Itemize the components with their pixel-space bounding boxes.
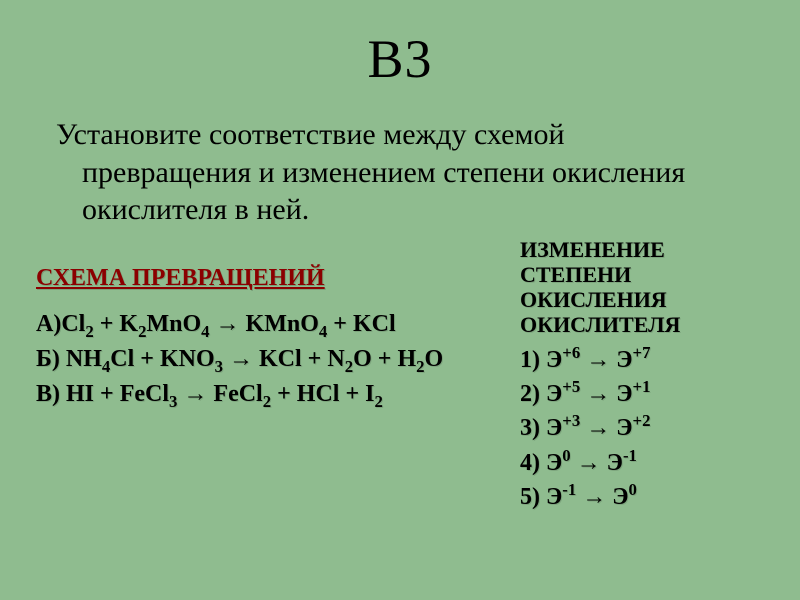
answer-item-5: 5) Э-1 → Э0 [520, 479, 780, 513]
arrow: → [577, 450, 601, 476]
ans-num: 3) [520, 415, 546, 441]
content-columns: СХЕМА ПРЕВРАЩЕНИЙ А)Cl2 + K2MnO4 → KMnO4… [0, 237, 800, 514]
tok-plus: + [134, 346, 160, 372]
tok-cl: Cl [110, 346, 134, 372]
rh-l2: СТЕПЕНИ [520, 262, 780, 287]
tok-plus: + [271, 381, 297, 407]
rh-l4: ОКИСЛИТЕЛЯ [520, 312, 780, 337]
ans-E-from: Э [546, 415, 562, 441]
tok-plus: + [327, 311, 353, 337]
tok-kno: KNO [160, 346, 215, 372]
eq-b-label: Б) [36, 346, 66, 372]
ans-from: 0 [562, 446, 570, 465]
ans-from: +6 [562, 343, 580, 362]
ans-num: 4) [520, 450, 546, 476]
tok-plus: + [94, 381, 120, 407]
right-column: ИЗМЕНЕНИЕ СТЕПЕНИ ОКИСЛЕНИЯ ОКИСЛИТЕЛЯ 1… [520, 237, 780, 514]
tok-fecl: FeCl [120, 381, 169, 407]
equation-c: В) HI + FeCl3 → FeCl2 + HCl + I2 [36, 378, 520, 413]
ans-from: -1 [562, 480, 576, 499]
arrow: → [586, 347, 610, 373]
tok-sub2: 2 [416, 357, 424, 376]
tok-sub2: 2 [85, 321, 93, 340]
ans-num: 5) [520, 484, 546, 510]
left-column: СХЕМА ПРЕВРАЩЕНИЙ А)Cl2 + K2MnO4 → KMnO4… [36, 237, 520, 514]
right-header: ИЗМЕНЕНИЕ СТЕПЕНИ ОКИСЛЕНИЯ ОКИСЛИТЕЛЯ [520, 237, 780, 338]
eq-c-label: В) [36, 381, 66, 407]
ans-to: +1 [633, 377, 651, 396]
tok-h: H [397, 346, 416, 372]
ans-E-to: Э [616, 347, 632, 373]
tok-nh: NH [66, 346, 102, 372]
arrow: → [183, 381, 207, 407]
ans-E-to: Э [612, 484, 628, 510]
tok-o: O [353, 346, 372, 372]
tok-kcl: KCl [353, 311, 396, 337]
ans-E-to: Э [616, 415, 632, 441]
ans-num: 1) [520, 347, 546, 373]
answer-item-1: 1) Э+6 → Э+7 [520, 342, 780, 376]
ans-from: +3 [562, 411, 580, 430]
rh-l1: ИЗМЕНЕНИЕ [520, 237, 780, 262]
tok-plus: + [339, 381, 365, 407]
tok-kcl: KCl [259, 346, 302, 372]
ans-from: +5 [562, 377, 580, 396]
ans-E-from: Э [546, 484, 562, 510]
arrow: → [582, 484, 606, 510]
tok-plus: + [302, 346, 328, 372]
answer-item-3: 3) Э+3 → Э+2 [520, 410, 780, 444]
tok-plus: + [94, 311, 120, 337]
tok-plus: + [372, 346, 398, 372]
arrow: → [229, 346, 253, 372]
tok-o: O [425, 346, 444, 372]
arrow: → [586, 415, 610, 441]
tok-k: K [119, 311, 138, 337]
ans-num: 2) [520, 381, 546, 407]
tok-n: N [327, 346, 344, 372]
tok-sub3: 3 [215, 357, 223, 376]
arrow: → [216, 311, 240, 337]
tok-cl: Cl [61, 311, 85, 337]
equation-b: Б) NH4Cl + KNO3 → KCl + N2O + H2O [36, 343, 520, 378]
page-title: В3 [0, 0, 800, 90]
tok-mno: MnO [146, 311, 201, 337]
ans-to: -1 [623, 446, 637, 465]
ans-to: +7 [633, 343, 651, 362]
ans-E-to: Э [616, 381, 632, 407]
answer-item-4: 4) Э0 → Э-1 [520, 445, 780, 479]
tok-sub2: 2 [375, 392, 383, 411]
ans-E-from: Э [546, 347, 562, 373]
ans-E-to: Э [607, 450, 623, 476]
ans-E-from: Э [546, 450, 562, 476]
answer-item-2: 2) Э+5 → Э+1 [520, 376, 780, 410]
tok-sub2: 2 [345, 357, 353, 376]
eq-a-label: А) [36, 311, 61, 337]
scheme-header: СХЕМА ПРЕВРАЩЕНИЙ [36, 265, 520, 292]
tok-hi: HI [66, 381, 94, 407]
ans-to: +2 [633, 411, 651, 430]
tok-kmno: KMnO [246, 311, 319, 337]
task-prompt: Установите соответствие между схемой пре… [26, 90, 766, 229]
tok-sub4: 4 [102, 357, 110, 376]
tok-sub2: 2 [263, 392, 271, 411]
tok-hcl: HCl [297, 381, 340, 407]
arrow: → [586, 381, 610, 407]
ans-to: 0 [629, 480, 637, 499]
rh-l3: ОКИСЛЕНИЯ [520, 287, 780, 312]
ans-E-from: Э [546, 381, 562, 407]
tok-sub4: 4 [201, 321, 209, 340]
tok-i: I [365, 381, 374, 407]
tok-sub3: 3 [169, 392, 177, 411]
tok-sub4: 4 [319, 321, 327, 340]
equation-a: А)Cl2 + K2MnO4 → KMnO4 + KCl [36, 308, 520, 343]
tok-fecl: FeCl [213, 381, 262, 407]
answer-list: 1) Э+6 → Э+72) Э+5 → Э+13) Э+3 → Э+24) Э… [520, 342, 780, 514]
